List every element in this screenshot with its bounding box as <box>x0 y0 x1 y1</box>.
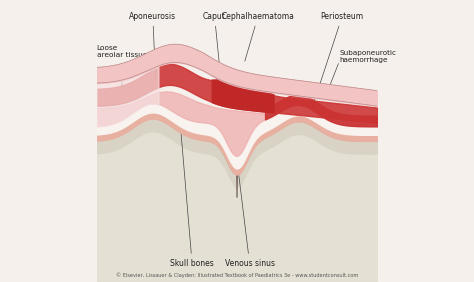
Text: Caput: Caput <box>203 12 226 69</box>
Text: © Elsevier, Lissauer & Clayden: Illustrated Textbook of Paediatrics 3e - www.stu: © Elsevier, Lissauer & Clayden: Illustra… <box>116 273 358 279</box>
Text: Skull bones: Skull bones <box>170 134 214 268</box>
Text: Cephalhaematoma: Cephalhaematoma <box>222 12 294 61</box>
Text: Aponeurosis: Aponeurosis <box>129 12 176 78</box>
Text: Loose
areolar tissue: Loose areolar tissue <box>97 45 147 91</box>
Polygon shape <box>231 168 243 197</box>
Text: Venous sinus: Venous sinus <box>225 163 274 268</box>
Text: Subaponeurotic
haemorrhage: Subaponeurotic haemorrhage <box>339 50 396 63</box>
Text: Periosteum: Periosteum <box>311 12 364 112</box>
Text: Skin: Skin <box>97 73 113 82</box>
